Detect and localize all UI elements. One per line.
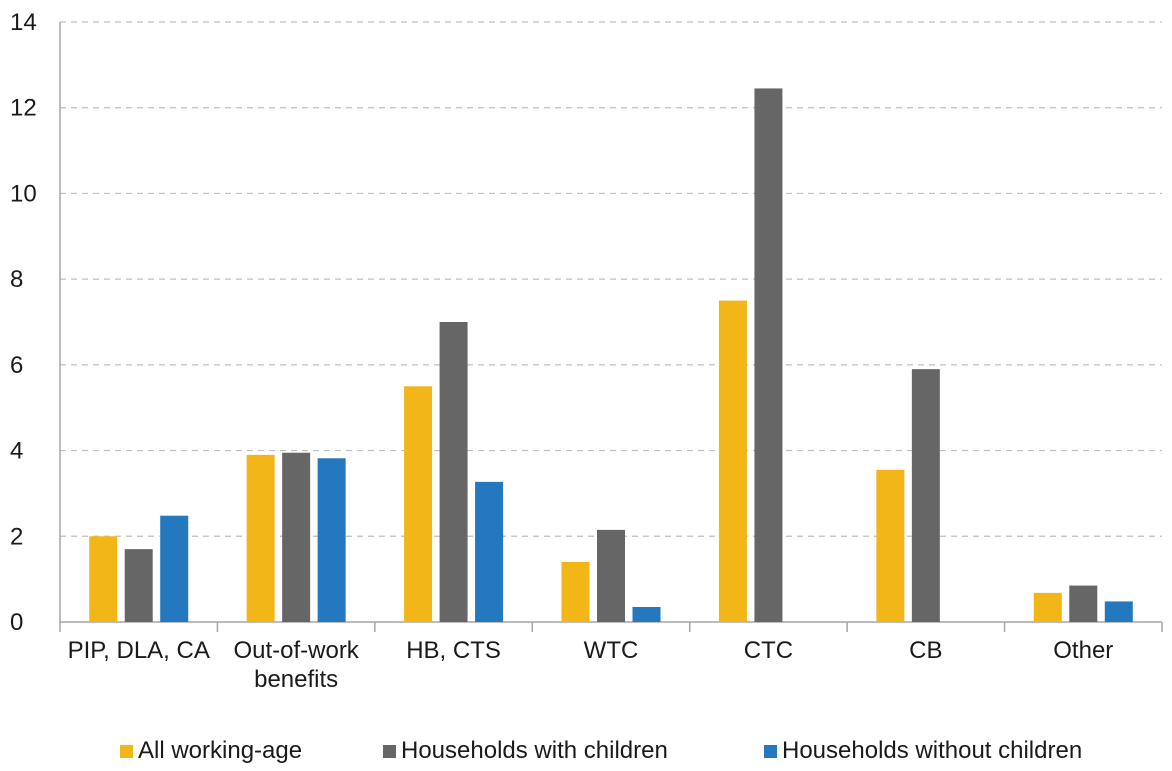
bar-series1-cat5 [911,369,940,622]
bar-series2-cat2 [475,481,504,622]
bar-series2-cat0 [160,515,189,622]
bar-series1-cat2 [439,322,468,622]
legend-label-0: All working-age [138,737,302,764]
y-tick-label-8: 8 [10,266,23,293]
y-tick-label-6: 6 [10,352,23,379]
bar-series0-cat2 [404,386,433,622]
legend-label-2: Households without children [782,737,1082,764]
y-tick-label-2: 2 [10,523,23,550]
bar-series0-cat6 [1033,592,1062,622]
x-category-label-1-line1: benefits [254,666,338,693]
bar-series0-cat0 [89,536,118,622]
bar-series1-cat6 [1069,585,1098,622]
y-tick-label-4: 4 [10,438,23,465]
bar-series0-cat1 [246,454,275,622]
bar-series2-cat3 [632,607,661,622]
y-tick-label-12: 12 [10,95,37,122]
legend-label-1: Households with children [401,737,668,764]
bar-series0-cat5 [876,469,905,622]
x-category-label-4-line0: CTC [744,637,793,664]
y-axis-tick-labels: 0 2 4 6 8 10 12 14 [10,9,37,636]
bars [89,88,1133,622]
bar-series2-cat1 [317,458,346,622]
bar-series1-cat0 [124,549,153,622]
legend: All working-age Households with children H… [120,737,1082,764]
legend-swatch-1 [383,745,396,758]
bar-series2-cat6 [1104,601,1133,622]
x-category-label-0-line0: PIP, DLA, CA [68,637,210,664]
y-tick-label-14: 14 [10,9,37,36]
x-category-label-5-line0: CB [909,637,942,664]
bar-series1-cat3 [597,529,625,622]
x-category-label-1-line0: Out-of-work [233,637,359,664]
y-tick-label-0: 0 [10,609,23,636]
gridlines [60,21,1162,537]
x-category-label-3-line0: WTC [584,637,639,664]
legend-swatch-0 [120,745,133,758]
x-category-label-6-line0: Other [1053,637,1113,664]
bar-series1-cat4 [754,88,783,622]
x-category-label-2-line0: HB, CTS [406,637,501,664]
bar-series1-cat1 [282,452,311,622]
y-tick-label-10: 10 [10,180,37,207]
bar-series0-cat4 [718,300,747,622]
legend-swatch-2 [764,745,777,758]
bar-series0-cat3 [561,562,590,622]
